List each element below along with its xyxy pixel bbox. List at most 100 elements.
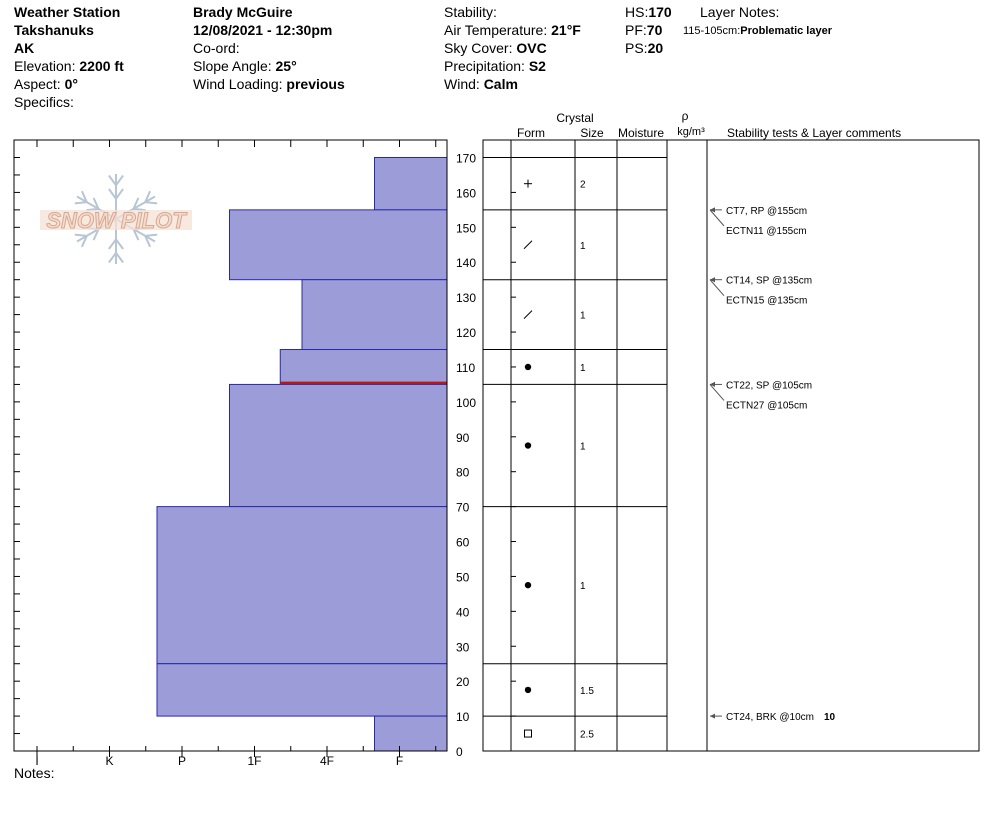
moisture-header: Moisture — [618, 126, 664, 140]
hardness-tick-label: I — [35, 754, 38, 768]
snowpilot-logo: SNOW PILOT — [40, 174, 192, 264]
snowflake-branch — [115, 188, 124, 200]
snowflake-branch — [144, 235, 152, 248]
layer-note-range: 115-105cm: — [683, 25, 741, 37]
location-name: Takshanuks — [14, 22, 94, 38]
wind-label: Wind: — [444, 76, 484, 92]
profile-frame — [13, 139, 448, 752]
crystal-size-label: 1 — [580, 241, 586, 252]
sky-cover-label: Sky Cover: — [444, 40, 517, 56]
crystal-header: Crystal — [556, 111, 593, 125]
stability-label: Stability: — [444, 4, 497, 20]
size-header: Size — [580, 126, 604, 140]
wind-loading-value: previous — [286, 76, 345, 92]
stability-test-label: CT7, RP @155cm — [726, 206, 807, 217]
crystal-form-dot — [524, 686, 532, 694]
layer-table-rows: 2 1 1 1 1 1 1.5 2.5 — [483, 157, 667, 741]
depth-tick-label: 100 — [456, 396, 476, 410]
state-name: AK — [14, 40, 35, 56]
test-arrow-line — [709, 279, 725, 297]
hardness-layer-bar — [301, 279, 448, 351]
aspect-row: Aspect: 0° — [14, 75, 124, 93]
snowflake-branch — [115, 238, 124, 250]
stability-tests: CT7, RP @155cm ECTN11 @155cm CT14, SP @135… — [709, 206, 836, 723]
ps-row: PS:20 — [625, 39, 672, 57]
depth-tick-label: 140 — [456, 256, 476, 270]
notes-label: Notes: — [14, 765, 55, 781]
test-arrow-head — [710, 381, 715, 387]
air-temp-value: 21°F — [551, 22, 581, 38]
hardness-layer-bar — [279, 349, 448, 385]
snowflake-branch — [133, 207, 146, 212]
elevation-row: Elevation: 2200 ft — [14, 57, 124, 75]
slope-label: Slope Angle: — [193, 58, 276, 74]
hs-row: HS:170 — [625, 3, 672, 21]
hardness-layers — [156, 157, 448, 752]
snowflake-branch — [92, 228, 100, 241]
hardness-axis: I K P 1F 4F F — [35, 140, 437, 768]
wind-value: Calm — [483, 76, 518, 92]
snowflake-branch — [132, 197, 140, 210]
hs-label: HS: — [625, 4, 649, 20]
hardness-tick-label: K — [105, 754, 113, 768]
air-temp-label: Air Temperature: — [444, 22, 552, 38]
comments-header: Stability tests & Layer comments — [727, 126, 901, 140]
observation-datetime: 12/08/2021 - 12:30pm — [193, 22, 333, 38]
crystal-form-slash — [523, 310, 533, 319]
layer-note: 115-105cm:Problematic layer — [683, 22, 832, 40]
layer-notes-title: Layer Notes: — [700, 4, 780, 20]
wind-loading-row: Wind Loading: previous — [193, 75, 345, 93]
form-header: Form — [517, 126, 545, 140]
depth-tick-label: 120 — [456, 326, 476, 340]
observer-info: Brady McGuire 12/08/2021 - 12:30pm Co-or… — [193, 3, 345, 93]
stability-test-label: ECTN11 @155cm — [726, 226, 807, 237]
snowflake-branch — [145, 233, 158, 237]
slope-value: 25° — [275, 58, 297, 74]
logo-text: SNOW PILOT — [46, 208, 187, 233]
crystal-size-label: 2.5 — [580, 730, 594, 741]
snowflake-branch — [145, 201, 158, 205]
depth-tick-label: 90 — [456, 431, 470, 445]
snowflake-branch — [144, 190, 152, 203]
snowflake-branch — [108, 252, 117, 264]
depth-tick-label: 40 — [456, 605, 470, 619]
air-temp-row: Air Temperature: 21°F — [444, 21, 581, 39]
chart-frames — [13, 139, 980, 752]
station-info: Weather Station Takshanuks AK Elevation:… — [14, 3, 124, 111]
snowflake-branch — [80, 235, 88, 248]
snowflake-branch — [108, 188, 117, 200]
test-arrow-head — [710, 277, 715, 283]
snowflake-branch — [108, 174, 117, 186]
test-arrow-line — [709, 209, 725, 227]
stability-test-label: CT22, SP @105cm — [726, 380, 812, 391]
test-arrow-head — [710, 207, 715, 213]
hardness-layer-bar — [374, 157, 448, 211]
hardness-tick-label: F — [396, 754, 403, 768]
sky-cover-value: OVC — [516, 40, 547, 56]
elevation-label: Elevation: — [14, 58, 80, 74]
hardness-layer-bar — [156, 506, 448, 665]
precip-row: Precipitation: S2 — [444, 57, 581, 75]
crystal-size-label: 1 — [580, 581, 586, 592]
test-arrow-line — [709, 384, 725, 401]
depth-tick-label: 110 — [456, 361, 475, 375]
crystal-form-dot — [524, 363, 532, 371]
weather-info: Stability: Air Temperature: 21°F Sky Cov… — [444, 3, 581, 93]
depth-tick-label: 50 — [456, 570, 470, 584]
depth-tick-label: 60 — [456, 536, 470, 550]
ps-value: 20 — [647, 40, 664, 56]
observer-name: Brady McGuire — [193, 4, 293, 20]
elevation-value: 2200 ft — [79, 58, 124, 74]
crystal-size-label: 1 — [580, 363, 586, 374]
table-headers: Crystal Form Size Moisture ρ kg/m³ Stabi… — [517, 109, 901, 140]
hardness-tick-label: 1F — [247, 754, 261, 768]
stability-test-extra: 10 — [824, 712, 836, 723]
crystal-size-label: 1 — [580, 442, 586, 453]
hs-value: 170 — [648, 4, 672, 20]
table-frame — [482, 139, 980, 752]
pf-value: 70 — [646, 22, 663, 38]
coord-label: Co-ord: — [193, 40, 240, 56]
wind-loading-label: Wind Loading: — [193, 76, 287, 92]
hardness-tick-label: 4F — [320, 754, 334, 768]
